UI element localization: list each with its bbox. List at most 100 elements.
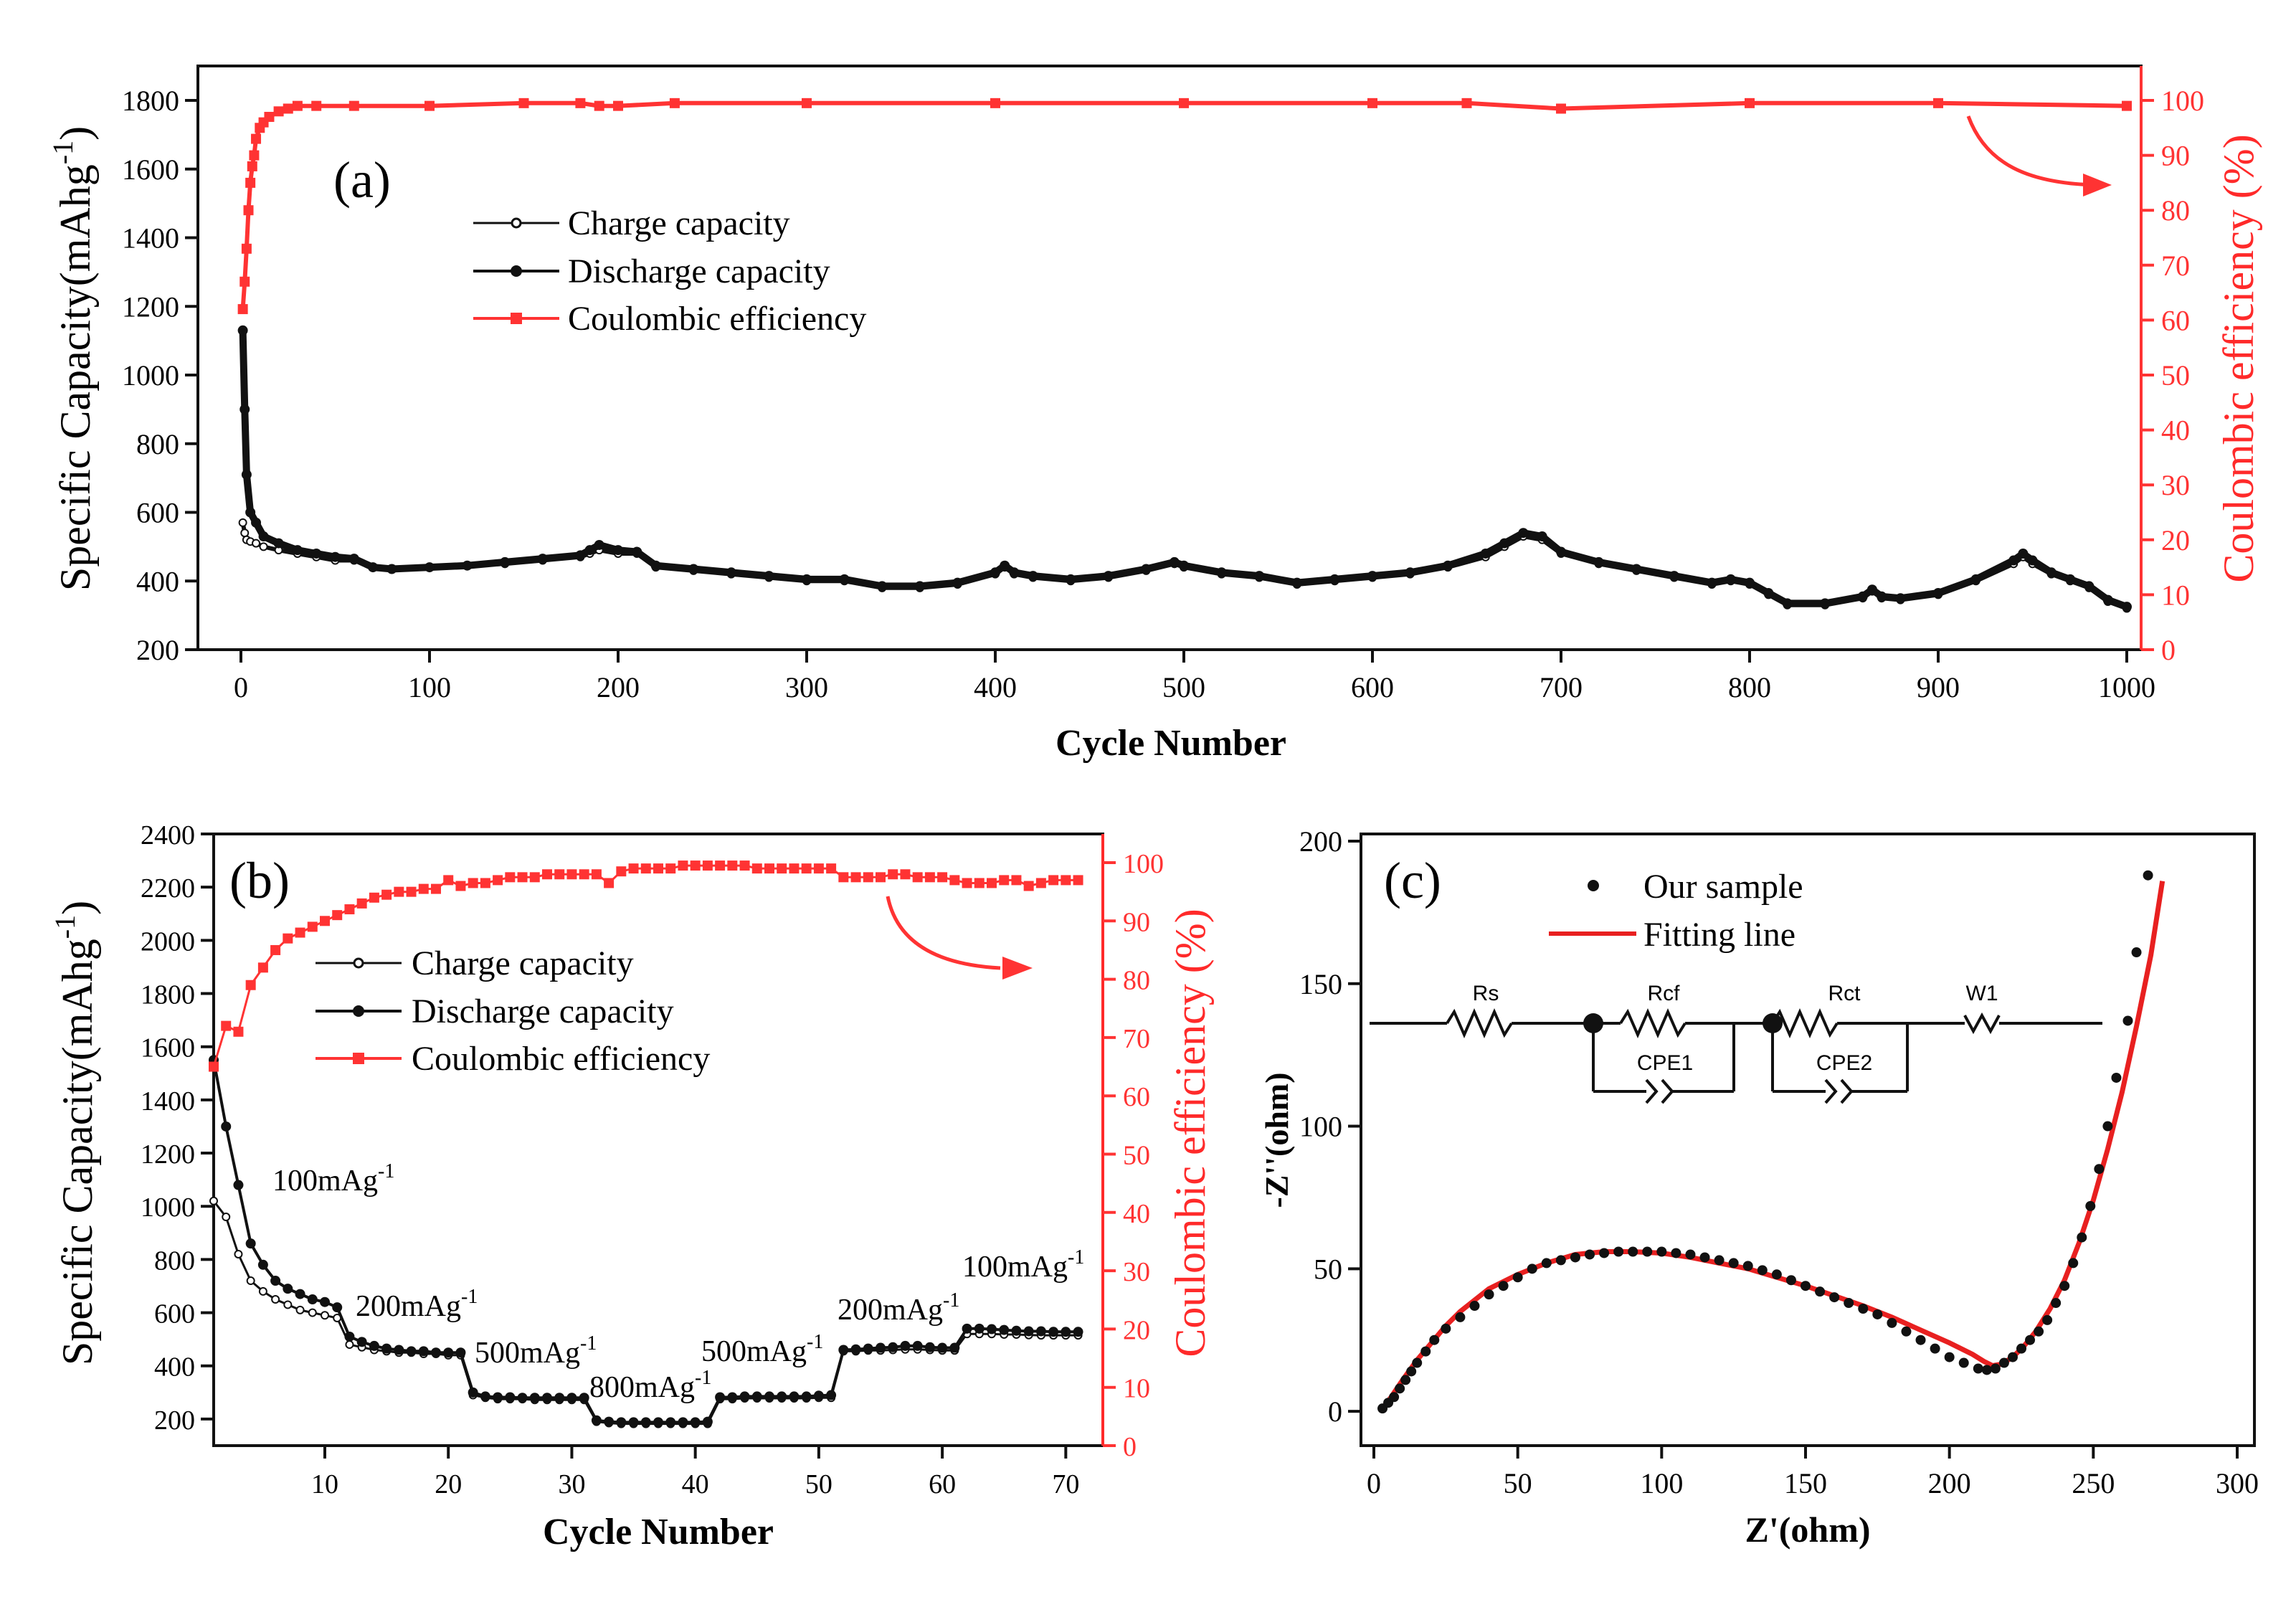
discharge-point	[628, 1417, 639, 1428]
ce-point	[480, 878, 490, 888]
discharge-point	[850, 1344, 861, 1355]
legend-b-ce: Coulombic efficiency	[412, 1040, 710, 1078]
discharge-point	[270, 1276, 281, 1286]
discharge-point	[2122, 602, 2132, 612]
ce-point	[283, 933, 293, 944]
y-tick-label: 150	[1299, 968, 1342, 1000]
discharge-point	[311, 548, 322, 559]
y2-tick-label: 70	[1123, 1024, 1150, 1054]
y2-tick-label: 30	[1123, 1257, 1150, 1287]
x-tick-label: 900	[1917, 671, 1960, 703]
sample-point	[2085, 1200, 2096, 1211]
rate-label-3: 500mAg-1	[475, 1332, 597, 1370]
charge-point	[258, 1286, 267, 1296]
discharge-point	[789, 1391, 800, 1402]
ce-point	[924, 872, 935, 883]
ce-point	[431, 883, 441, 894]
sample-point	[1406, 1366, 1417, 1377]
sample-point	[1858, 1304, 1869, 1314]
ce-point	[653, 863, 663, 874]
ce-point	[233, 1026, 244, 1037]
y2-tick-label: 20	[1123, 1315, 1150, 1345]
discharge-point	[584, 545, 595, 556]
discharge-point	[283, 1284, 293, 1294]
ce-point	[575, 98, 586, 108]
circuit-rct: Rct	[1828, 982, 1861, 1005]
discharge-point	[566, 1393, 577, 1403]
sample-point	[1785, 1275, 1796, 1286]
charge-point	[295, 1305, 305, 1314]
discharge-point	[1895, 593, 1906, 604]
circuit-cpe2: CPE2	[1816, 1051, 1872, 1075]
sample-point	[1656, 1246, 1667, 1257]
ce-point	[715, 860, 726, 871]
discharge-point	[912, 1340, 923, 1351]
sample-point	[1498, 1281, 1509, 1291]
y-tick-label: 600	[136, 497, 179, 529]
ce-point	[1048, 875, 1059, 886]
discharge-point	[381, 1343, 392, 1354]
ce-point	[505, 872, 516, 883]
panel-a-xlabel: Cycle Number	[1056, 723, 1286, 764]
charge-point	[308, 1308, 317, 1317]
discharge-point	[245, 1238, 256, 1249]
sample-point	[1901, 1326, 1912, 1337]
ce-point	[739, 860, 750, 871]
discharge-point	[764, 1391, 774, 1402]
x-tick-label: 300	[785, 671, 828, 703]
ce-point	[237, 304, 248, 315]
y-tick-label: 400	[154, 1352, 195, 1383]
discharge-point	[369, 1340, 379, 1351]
discharge-point	[273, 538, 284, 549]
discharge-point	[332, 1302, 343, 1313]
ce-point	[727, 860, 738, 871]
ce-point	[579, 869, 589, 880]
sample-point	[1642, 1246, 1653, 1257]
ce-point	[566, 869, 577, 880]
ce-point	[243, 205, 254, 216]
discharge-point	[1556, 546, 1566, 557]
discharge-point	[650, 560, 661, 571]
y-tick-label: 2000	[141, 926, 195, 957]
x-tick-label: 500	[1162, 671, 1205, 703]
sample-point	[1469, 1301, 1480, 1312]
discharge-point	[594, 539, 604, 550]
legend-discharge: Discharge capacity	[568, 252, 830, 290]
charge-point	[252, 539, 261, 548]
discharge-point	[257, 1259, 268, 1270]
discharge-point	[517, 1393, 528, 1403]
y-tick-label: 400	[136, 565, 179, 597]
ce-point	[2122, 100, 2132, 111]
ce-point	[247, 161, 257, 171]
ce-point	[613, 100, 623, 111]
ce-point	[270, 944, 281, 955]
ce-point	[542, 869, 552, 880]
ce-point	[690, 860, 701, 871]
discharge-point	[1866, 584, 1877, 595]
panel-b-y2label: Coulombic efficiency (%)	[1167, 909, 1214, 1357]
ce-point	[1933, 98, 1943, 108]
discharge-point	[258, 531, 269, 542]
x-tick-label: 150	[1784, 1467, 1827, 1499]
discharge-point	[1035, 1326, 1046, 1337]
discharge-point	[739, 1391, 750, 1402]
y-tick-label: 600	[154, 1299, 195, 1329]
discharge-point	[591, 1415, 602, 1426]
panel-a-y2label: Coulombic efficiency (%)	[2215, 134, 2262, 582]
y-tick-label: 0	[1328, 1395, 1342, 1428]
discharge-point	[726, 567, 736, 578]
discharge-point	[1745, 577, 1755, 588]
ce-point	[1179, 98, 1189, 108]
ce-point	[369, 892, 379, 903]
charge-point	[234, 1249, 243, 1258]
y-tick-label: 50	[1314, 1253, 1342, 1285]
discharge-point	[1763, 588, 1774, 599]
sample-point	[2131, 947, 2142, 958]
discharge-point	[1933, 588, 1943, 599]
rate-label-1: 100mAg-1	[272, 1160, 394, 1198]
ce-point	[888, 869, 898, 880]
discharge-point	[292, 545, 303, 556]
discharge-point	[632, 546, 642, 557]
discharge-point	[537, 554, 548, 564]
ce-point	[295, 927, 305, 938]
